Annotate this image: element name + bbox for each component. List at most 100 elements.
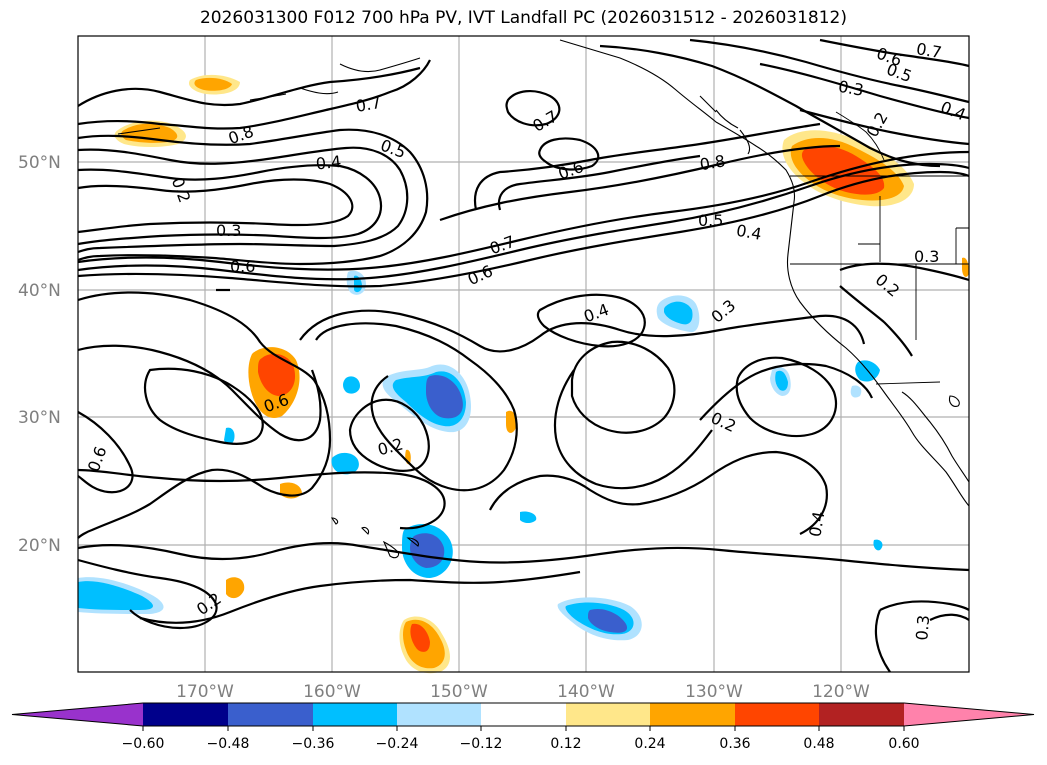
contour-path-40 xyxy=(839,285,913,357)
longitude-labels: 170°W 160°W 150°W 140°W 130°W 120°W xyxy=(176,682,870,702)
contour-label: 0.8 xyxy=(698,151,726,174)
contour-path-28 xyxy=(570,340,676,434)
contour-label: 0.3 xyxy=(912,614,933,641)
contour-path-10 xyxy=(439,144,841,222)
contour-path-27 xyxy=(536,293,646,348)
contour-path-32 xyxy=(77,558,218,630)
contour-label: 0.4 xyxy=(735,221,763,244)
neg-region-3-core xyxy=(588,608,628,633)
contour-path-23 xyxy=(77,411,134,494)
colorbar-segment xyxy=(819,703,904,726)
north-america-coast xyxy=(559,39,970,507)
contour-path-16 xyxy=(689,38,970,104)
contour-path-7 xyxy=(77,162,970,281)
pos-region-10 xyxy=(962,257,969,277)
contour-path-20 xyxy=(77,291,332,539)
state-border-4 xyxy=(955,227,969,264)
colorbar-segment xyxy=(143,703,228,726)
contour-path-19 xyxy=(799,108,970,146)
lon-label-130w: 130°W xyxy=(685,682,743,702)
contour-path-34 xyxy=(489,450,828,535)
colorbar-segment xyxy=(481,703,566,726)
contour-path-11 xyxy=(473,122,821,211)
contour-label: 0.6 xyxy=(230,257,255,276)
contour-path-17 xyxy=(819,38,970,68)
neg-region-2-core xyxy=(410,533,445,568)
contour-path-3 xyxy=(77,128,429,266)
contour-path-5 xyxy=(77,164,383,246)
pv-contours xyxy=(77,38,970,673)
contour-label: 0.3 xyxy=(914,247,939,266)
contour-path-24 xyxy=(299,309,866,353)
neg-region-6-mid xyxy=(775,370,788,391)
contour-path-13 xyxy=(538,137,600,171)
neg-region-10 xyxy=(224,427,235,445)
lon-label-150w: 150°W xyxy=(430,682,488,702)
colorbar-segment xyxy=(650,703,735,726)
negative-shading xyxy=(78,270,883,641)
island-small xyxy=(948,395,960,407)
colorbar-tick-label: 0.12 xyxy=(550,736,581,752)
latitude-labels: 50°N 40°N 30°N 20°N xyxy=(18,153,61,556)
contour-label: 0.4 xyxy=(805,510,828,538)
colorbar-tick-label: 0.60 xyxy=(888,736,919,752)
colorbar-segment xyxy=(228,703,313,726)
colorbar-tick-label: −0.12 xyxy=(460,736,503,752)
contour-path-4 xyxy=(77,146,409,254)
lat-label-40n: 40°N xyxy=(18,281,61,301)
colorbar-tick-label: 0.36 xyxy=(719,736,750,752)
bc-coast xyxy=(699,95,751,155)
contour-label: 0.7 xyxy=(354,93,382,116)
map-background xyxy=(78,36,969,672)
canada-interior-line xyxy=(835,111,885,161)
contour-path-25 xyxy=(315,322,518,492)
contour-path-14 xyxy=(505,90,561,127)
lon-label-140w: 140°W xyxy=(557,682,615,702)
colorbar-segment xyxy=(566,703,650,726)
pos-region-2-strong xyxy=(258,353,296,396)
colorbar-segment xyxy=(12,703,143,726)
contour-path-6 xyxy=(77,178,354,234)
neg-region-13 xyxy=(850,385,862,398)
colorbar-tick-label: −0.60 xyxy=(122,736,165,752)
contour-path-1 xyxy=(77,66,421,107)
contour-path-22 xyxy=(143,367,264,445)
contour-path-26 xyxy=(348,398,430,472)
colorbar-tick-label: −0.36 xyxy=(292,736,335,752)
contour-path-2 xyxy=(77,59,431,130)
contour-path-38 xyxy=(929,613,970,621)
contour-label: 0.7 xyxy=(915,39,943,62)
colorbar-tick-label: 0.24 xyxy=(634,736,665,752)
colorbar-tick-label: −0.24 xyxy=(376,736,419,752)
contour-path-33 xyxy=(139,570,581,624)
pos-region-5-mid xyxy=(194,77,232,91)
lon-label-160w: 160°W xyxy=(303,682,361,702)
neg-region-5-mid xyxy=(664,301,693,325)
pos-region-8 xyxy=(506,410,517,433)
contour-path-18 xyxy=(759,62,970,120)
lat-label-20n: 20°N xyxy=(18,536,61,556)
neg-region-8 xyxy=(343,376,360,394)
pos-region-3-strong xyxy=(410,623,430,652)
contour-path-39 xyxy=(839,262,970,282)
contour-label: 0.5 xyxy=(698,211,723,230)
aleutian-islands xyxy=(117,57,421,135)
contour-path-31 xyxy=(77,542,970,572)
contour-label: 0.3 xyxy=(837,77,865,100)
pos-region-6 xyxy=(226,577,245,599)
baja-coast xyxy=(901,391,970,483)
contour-path-21 xyxy=(77,344,322,442)
contour-path-35 xyxy=(553,369,713,490)
contour-path-37 xyxy=(874,600,970,673)
map-frame xyxy=(77,35,970,673)
lon-label-120w: 120°W xyxy=(812,682,870,702)
contour-label: 0.3 xyxy=(216,221,241,240)
us-mexico-border xyxy=(875,381,941,385)
lat-label-30n: 30°N xyxy=(18,408,61,428)
map-title: 2026031300 F012 700 hPa PV, IVT Landfall… xyxy=(199,8,847,28)
colorbar-segment xyxy=(397,703,481,726)
colorbar-tick-label: 0.48 xyxy=(803,736,834,752)
lon-label-170w: 170°W xyxy=(176,682,234,702)
neg-region-7 xyxy=(331,452,359,475)
